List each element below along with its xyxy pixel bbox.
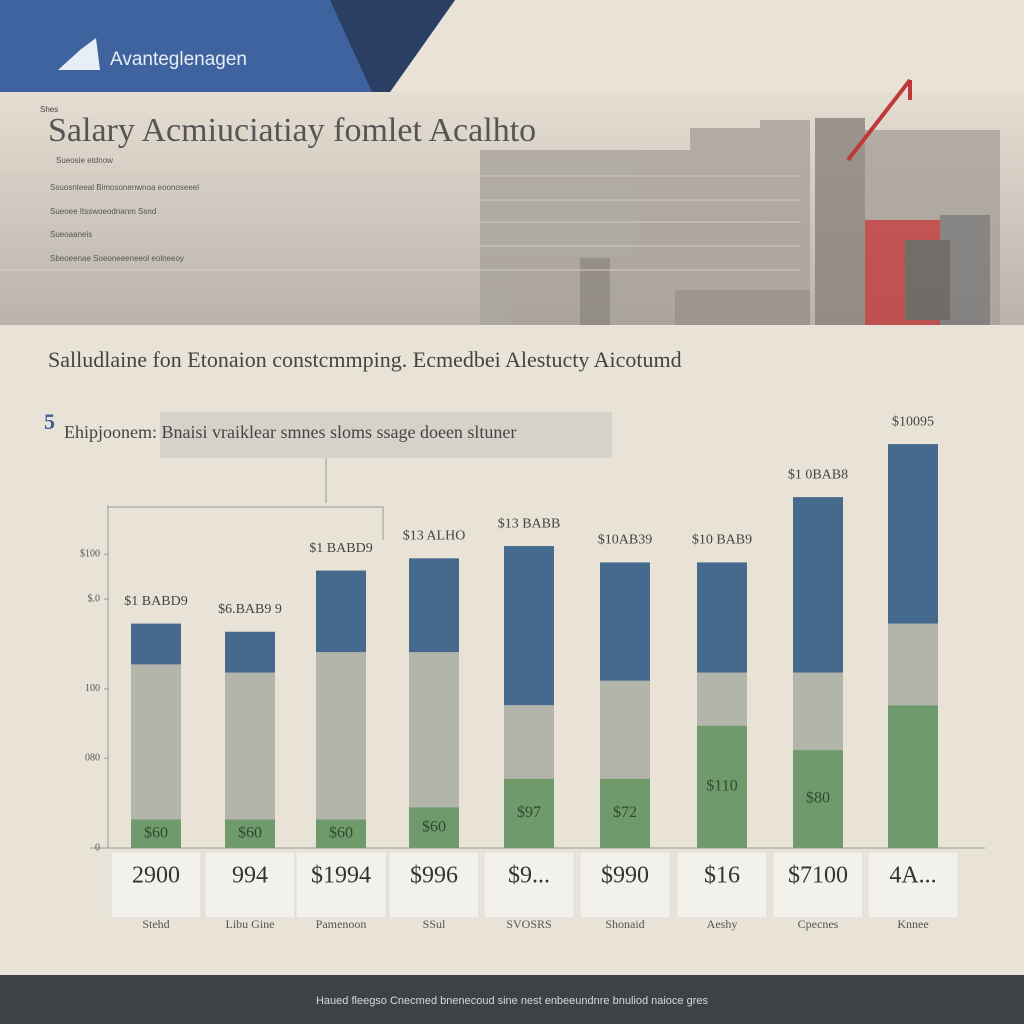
x-tick-label: SVOSRS — [506, 917, 551, 931]
bar-segment — [316, 819, 366, 848]
bar-segment — [409, 558, 459, 653]
bar-segment — [504, 705, 554, 779]
table-cell — [772, 851, 864, 919]
top-label: $1 BABD9 — [124, 594, 187, 609]
bar-segment — [504, 546, 554, 706]
title: Salary Acmiuciatiay fomlet Acalhto — [48, 112, 536, 149]
bar-segment — [697, 672, 747, 726]
bar-segment — [600, 680, 650, 779]
bar-segment — [793, 672, 843, 751]
bar-segment — [888, 623, 938, 706]
top-label: $6.BAB9 9 — [218, 602, 282, 617]
table-cell — [676, 851, 768, 919]
x-tick-label: SSul — [423, 917, 446, 931]
x-tick-label: Libu Gine — [226, 917, 275, 931]
segment-label: $97 — [517, 804, 541, 821]
segment-label: $60 — [422, 818, 446, 835]
x-tick-label: Pamenoon — [316, 917, 367, 931]
table-value: 4A... — [889, 863, 936, 889]
table-value: $996 — [410, 863, 458, 889]
annotation-box — [160, 412, 612, 458]
brand: Avanteglenagen — [110, 49, 247, 70]
annotation: Ehipjoonem: Bnaisi vraiklear smnes sloms… — [64, 422, 516, 442]
table-cell — [579, 851, 671, 919]
top-label: $10AB39 — [598, 533, 652, 548]
top-label: $10 BAB9 — [692, 533, 752, 548]
y-tick-label: $100 — [80, 549, 100, 560]
footer-bar — [0, 975, 1024, 1024]
table-cell — [295, 851, 387, 919]
y-tick-label: 080 — [85, 753, 100, 764]
header-line: Ssuosnteeal Bimosonenwnoa eoonoseeel — [50, 183, 199, 192]
bar-segment — [793, 750, 843, 848]
bar-segment — [131, 664, 181, 820]
table-value: 2900 — [132, 863, 180, 889]
header-line: Sueoaaneis — [50, 230, 92, 239]
table-cell — [483, 851, 575, 919]
x-tick-label: Knnee — [897, 917, 928, 931]
table-value: $990 — [601, 863, 649, 889]
bar-segment — [225, 672, 275, 820]
x-tick-label: Shonaid — [605, 917, 644, 931]
table-value: $9... — [508, 863, 550, 889]
y-tick-label: 100 — [85, 683, 100, 694]
bar-segment — [225, 819, 275, 848]
header-line: Sueoee Itsswoeodnanm Ssnd — [50, 207, 156, 216]
table-cell — [867, 851, 959, 919]
connector — [108, 458, 384, 540]
top-label: $13 BABB — [498, 516, 561, 531]
table-value: $16 — [704, 863, 740, 889]
footer: Haued fleegso Cnecmed bnenecoud sine nes… — [316, 995, 709, 1007]
crane — [846, 78, 912, 162]
x-tick-label: Stehd — [142, 917, 169, 931]
bar-segment — [225, 631, 275, 673]
y-tick-label: $.0 — [88, 593, 101, 604]
top-label: $13 ALHO — [403, 529, 466, 544]
table-value: $1994 — [311, 863, 371, 889]
buildings — [480, 118, 1000, 325]
segment-label: $80 — [806, 790, 830, 807]
table-value: $7100 — [788, 863, 848, 889]
table-value: 994 — [232, 863, 268, 889]
brand-banner-edge — [330, 0, 455, 92]
top-label: $1 0BAB8 — [788, 467, 848, 482]
table-cell — [388, 851, 480, 919]
segment-label: $60 — [329, 824, 353, 841]
top-label: $10095 — [892, 414, 934, 429]
header-lines — [0, 175, 800, 271]
segment-label: $60 — [144, 824, 168, 841]
bar-segment — [131, 819, 181, 848]
bar-segment — [409, 652, 459, 808]
bar-segment — [600, 778, 650, 848]
y-tick-label: 0 — [95, 842, 100, 853]
annotation-number: 5 — [44, 409, 55, 434]
bar-segment — [888, 444, 938, 624]
bar-segment — [888, 705, 938, 848]
top-label: $1 BABD9 — [309, 541, 372, 556]
header-line: Sueosie etdnow — [56, 156, 113, 165]
bar-segment — [793, 497, 843, 673]
logo — [58, 38, 100, 70]
bar-segment — [697, 562, 747, 673]
bar-segment — [600, 562, 650, 681]
table-cell — [204, 851, 296, 919]
bar-segment — [316, 570, 366, 653]
segment-label: $72 — [613, 804, 637, 821]
bar-segment — [131, 623, 181, 665]
header-line: Sbeoeenae Soeoneeeneeol eolneeoy — [50, 254, 184, 263]
small-label: Shes — [40, 105, 58, 114]
subtitle: Salludlaine fon Etonaion constcmmping. E… — [48, 347, 682, 372]
x-tick-label: Aeshy — [707, 917, 738, 931]
bar-segment — [316, 652, 366, 820]
segment-label: $60 — [238, 824, 262, 841]
x-tick-label: Cpecnes — [798, 917, 839, 931]
segment-label: $110 — [706, 777, 737, 794]
bar-segment — [504, 778, 554, 848]
bar-segment — [697, 725, 747, 848]
bar-segment — [409, 807, 459, 848]
table-cell — [110, 851, 202, 919]
